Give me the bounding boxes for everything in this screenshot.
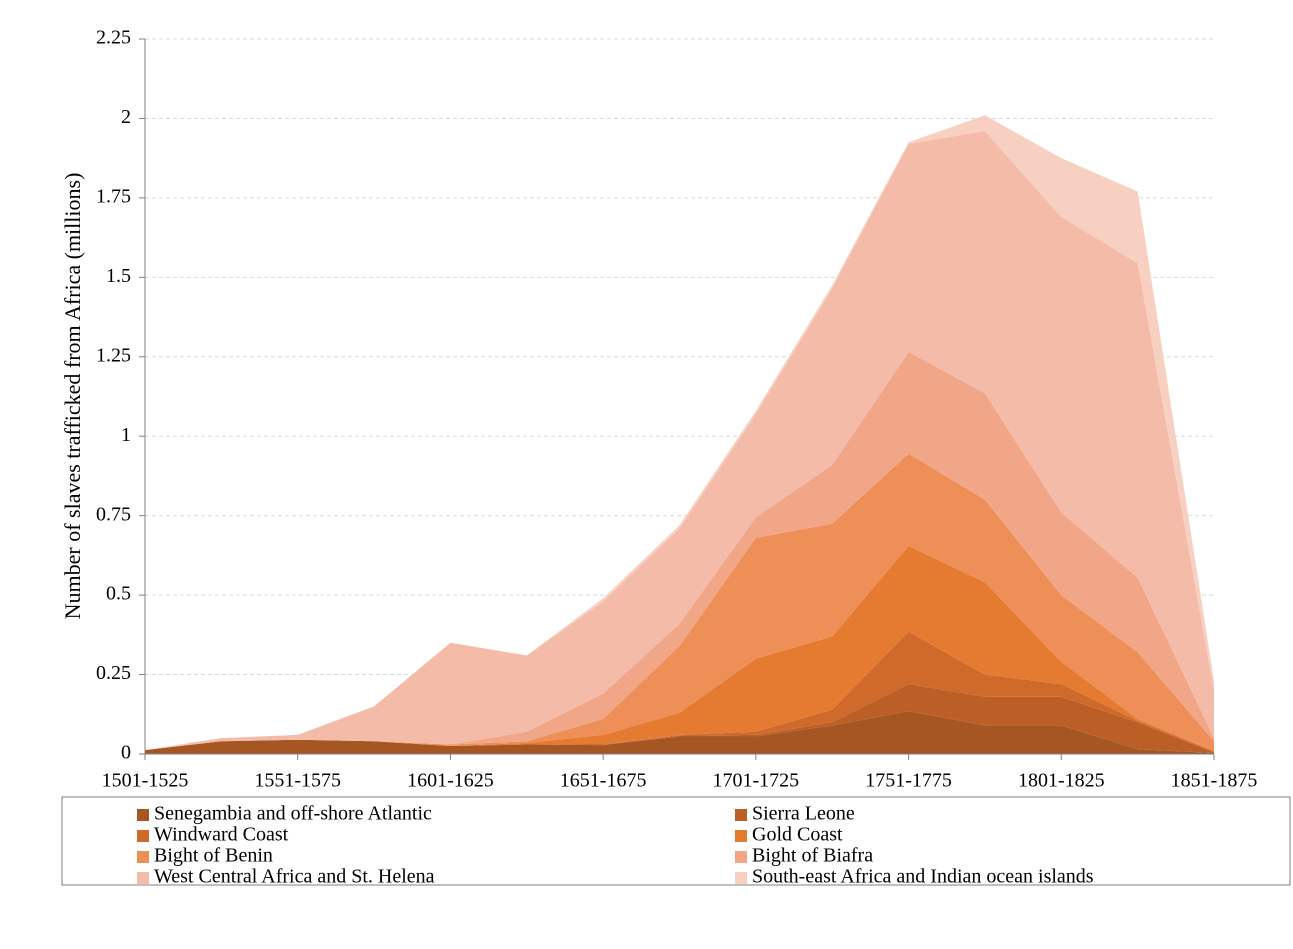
area bbox=[145, 352, 1214, 751]
legend-label: Windward Coast bbox=[154, 824, 289, 846]
legend-label: South-east Africa and Indian ocean islan… bbox=[752, 866, 1094, 888]
y-tick-label: 1.5 bbox=[106, 265, 131, 287]
legend-label: Sierra Leone bbox=[752, 803, 855, 825]
x-tick-label: 1501-1525 bbox=[102, 770, 189, 792]
y-tick-label: 1.25 bbox=[96, 344, 131, 366]
legend-swatch bbox=[735, 830, 747, 842]
y-tick-label: 2.25 bbox=[96, 27, 131, 49]
legend-label: Bight of Biafra bbox=[752, 845, 873, 867]
x-tick-label: 1551-1575 bbox=[254, 770, 341, 792]
area bbox=[145, 131, 1214, 751]
x-tick-label: 1751-1775 bbox=[865, 770, 952, 792]
legend-swatch bbox=[137, 809, 149, 821]
area bbox=[145, 545, 1214, 752]
area bbox=[145, 453, 1214, 751]
x-tick-label: 1651-1675 bbox=[560, 770, 647, 792]
legend-label: Senegambia and off-shore Atlantic bbox=[154, 803, 432, 825]
legend-box bbox=[61, 796, 1291, 886]
legend-swatch bbox=[735, 851, 747, 863]
legend-label: Gold Coast bbox=[752, 824, 843, 846]
y-tick-label: 0.25 bbox=[96, 662, 131, 684]
legend-label: West Central Africa and St. Helena bbox=[154, 866, 435, 888]
legend-swatch bbox=[137, 830, 149, 842]
y-tick-label: 0 bbox=[121, 742, 131, 764]
legend-swatch bbox=[735, 872, 747, 884]
x-tick-label: 1851-1875 bbox=[1171, 770, 1258, 792]
area bbox=[145, 115, 1214, 751]
x-tick-label: 1801-1825 bbox=[1018, 770, 1105, 792]
x-tick-label: 1701-1725 bbox=[713, 770, 800, 792]
area bbox=[145, 631, 1214, 753]
y-tick-label: 1.75 bbox=[96, 185, 131, 207]
y-tick-label: 0.5 bbox=[106, 583, 131, 605]
area bbox=[145, 711, 1214, 754]
y-axis-title: Number of slaves trafficked from Africa … bbox=[60, 173, 85, 620]
y-tick-label: 2 bbox=[121, 106, 131, 128]
area bbox=[145, 684, 1214, 754]
legend-label: Bight of Benin bbox=[154, 845, 273, 867]
y-tick-label: 0.75 bbox=[96, 503, 131, 525]
legend-swatch bbox=[137, 872, 149, 884]
legend-swatch bbox=[735, 809, 747, 821]
x-tick-label: 1601-1625 bbox=[407, 770, 494, 792]
y-tick-label: 1 bbox=[121, 424, 131, 446]
legend-swatch bbox=[137, 851, 149, 863]
